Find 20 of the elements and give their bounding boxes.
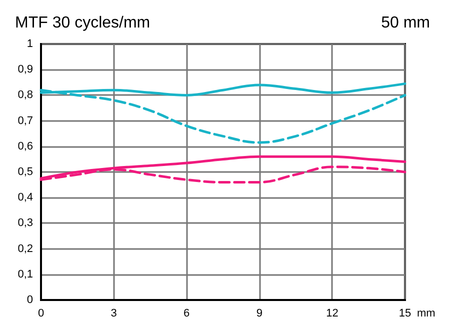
y-tick-label: 0,9	[18, 64, 33, 76]
x-tick-label: 3	[110, 308, 117, 320]
y-tick-label: 0,3	[18, 217, 33, 230]
y-tick-label: 0	[26, 294, 33, 306]
y-tick-label: 0,1	[18, 268, 33, 280]
chart-title: MTF 30 cycles/mm	[15, 14, 150, 32]
x-tick-label: 12	[326, 308, 338, 320]
y-tick-label: 1	[26, 38, 33, 50]
x-axis-title: mm	[417, 308, 436, 320]
y-tick-label: 0,5	[18, 166, 33, 178]
y-tick-label: 0,8	[18, 89, 33, 102]
y-tick-label: 0,4	[18, 192, 33, 204]
y-tick-label: 0,7	[18, 114, 33, 127]
chart-subtitle: 50 mm	[381, 14, 430, 32]
x-tick-label: 9	[256, 308, 262, 320]
x-tick-label: 0	[38, 308, 44, 320]
y-tick-label: 0,6	[18, 140, 33, 152]
x-tick-label: 15	[398, 308, 412, 320]
y-tick-label: 0,2	[18, 242, 33, 255]
x-tick-label: 6	[184, 308, 190, 320]
